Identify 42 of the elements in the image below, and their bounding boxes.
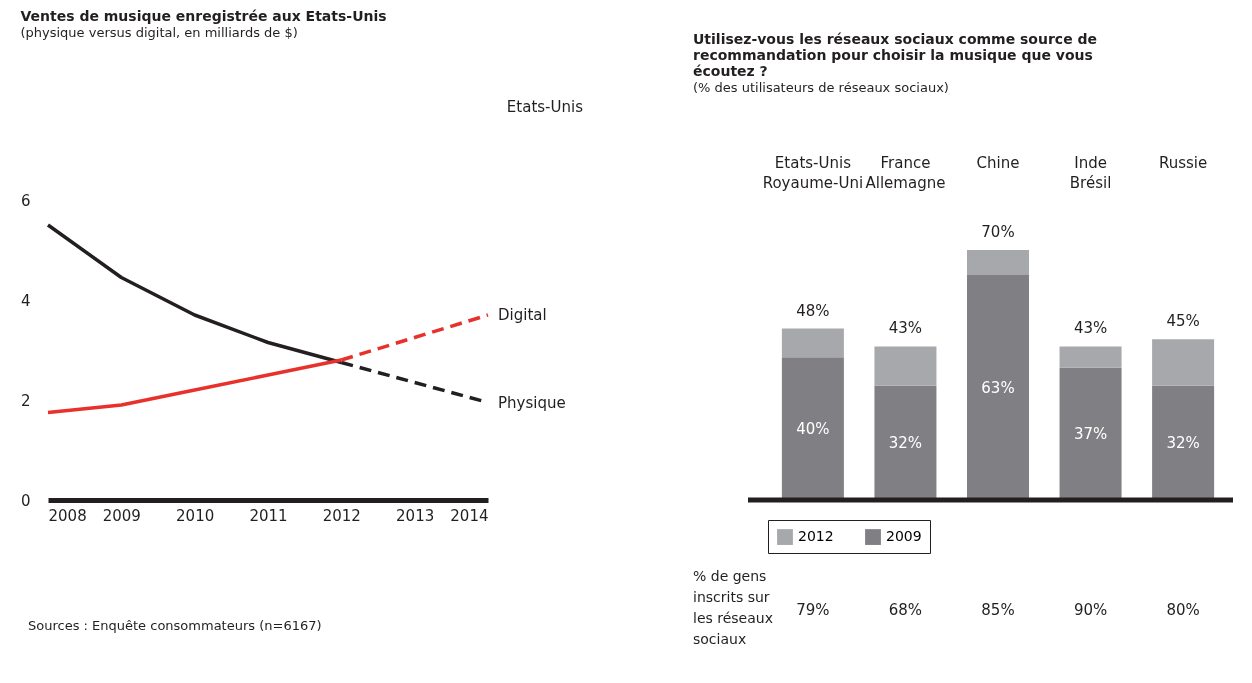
- chart-title: Ventes de musique enregistrée aux Etats-Unis: [20, 8, 387, 24]
- x-tick-label: 2013: [396, 506, 435, 525]
- total-label: 43%: [888, 319, 923, 338]
- x-tick-label: 2014: [450, 506, 489, 525]
- series-label: Physique: [498, 393, 566, 412]
- x-tick-label: France Allemagne: [865, 153, 946, 192]
- chart-title: Utilisez-vous les réseaux sociaux comme source de recommandation pour choisir la musique que vous écoutez ?: [693, 31, 1098, 79]
- data-label: 40%: [796, 419, 830, 438]
- legend-label: 2012: [798, 528, 834, 545]
- text: 79%: [796, 601, 830, 619]
- y-tick-label: 0: [20, 491, 31, 510]
- chart-subtitle: (% des utilisateurs de réseaux sociaux): [693, 80, 949, 95]
- text: 85%: [981, 601, 1015, 619]
- x-tick-label: Chine: [976, 153, 1020, 172]
- legend-label: 2009: [886, 528, 922, 545]
- x-tick-label: 2012: [322, 506, 361, 525]
- y-tick-label: 2: [20, 391, 31, 410]
- text: 80%: [1166, 601, 1200, 619]
- data-label: 32%: [888, 433, 923, 452]
- y-tick-label: 4: [20, 291, 31, 310]
- y-tick-label: 6: [20, 191, 31, 210]
- text: Etats-Unis: [506, 98, 584, 116]
- text: 68%: [888, 601, 923, 619]
- total-label: 45%: [1166, 312, 1200, 331]
- x-tick-label: 2011: [249, 506, 288, 525]
- x-tick-label: Russie: [1158, 153, 1208, 172]
- x-tick-label: 2010: [176, 506, 215, 525]
- text: 90%: [1073, 601, 1108, 619]
- x-tick-label: 2009: [102, 506, 141, 525]
- data-label: 63%: [981, 378, 1015, 397]
- x-tick-label: 2008: [48, 506, 87, 525]
- x-tick-label: Etats-Unis Royaume-Uni: [762, 153, 864, 192]
- text: % de gens inscrits sur les réseaux sociaux: [693, 568, 773, 647]
- x-tick-label: Inde Brésil: [1069, 153, 1112, 192]
- source-note: Sources : Enquête consommateurs (n=6167): [28, 618, 322, 633]
- data-label: 37%: [1073, 424, 1108, 443]
- data-label: 32%: [1166, 433, 1200, 452]
- total-label: 70%: [981, 223, 1015, 241]
- chart-subtitle: (physique versus digital, en milliards de $): [20, 25, 298, 40]
- total-label: 43%: [1073, 319, 1108, 338]
- series-label: Digital: [498, 306, 547, 324]
- total-label: 48%: [796, 301, 830, 320]
